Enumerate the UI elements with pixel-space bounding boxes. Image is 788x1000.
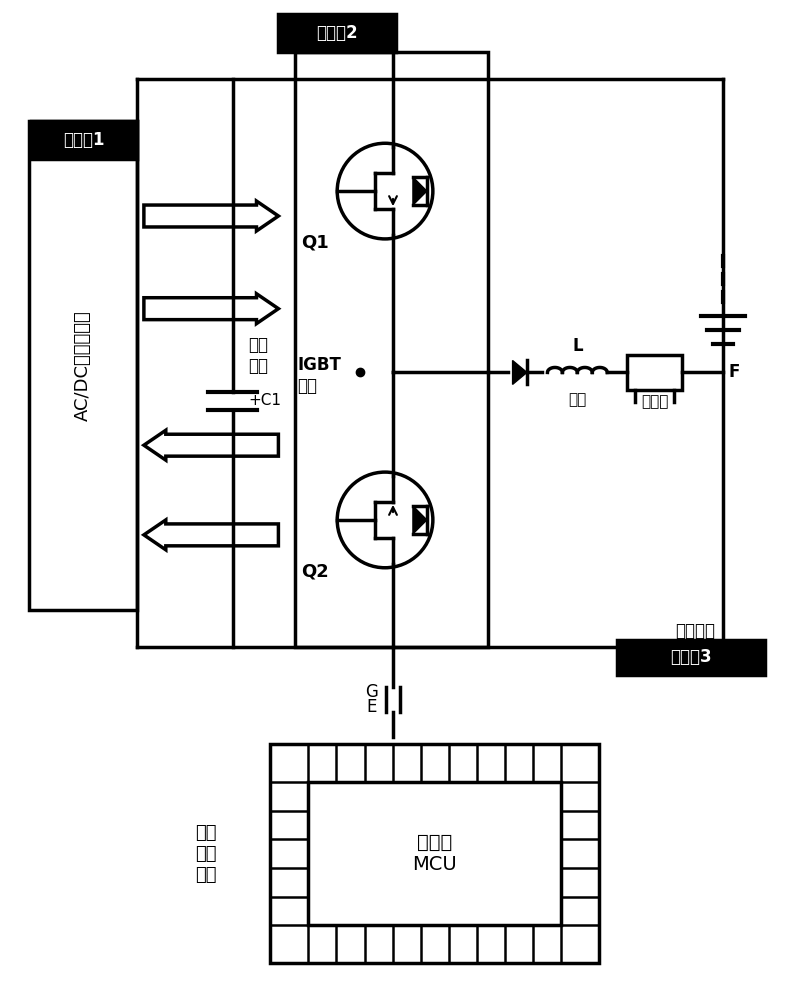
Polygon shape <box>413 506 427 534</box>
Text: 分流器: 分流器 <box>641 394 668 409</box>
Bar <box>270 744 599 963</box>
Bar <box>296 52 488 647</box>
Bar <box>29 121 137 610</box>
Bar <box>617 640 764 675</box>
Text: 测试点1: 测试点1 <box>63 131 105 149</box>
Text: E: E <box>366 698 376 716</box>
Text: 单片机
MCU: 单片机 MCU <box>412 833 457 874</box>
Polygon shape <box>512 360 527 384</box>
Polygon shape <box>144 430 278 460</box>
Text: 电感: 电感 <box>568 392 586 407</box>
Text: 测试点3: 测试点3 <box>670 648 712 666</box>
Text: Q2: Q2 <box>302 563 329 581</box>
Text: 电解
电容: 电解 电容 <box>248 336 269 375</box>
Text: 测试点2: 测试点2 <box>317 24 358 42</box>
Bar <box>32 121 137 159</box>
Text: L: L <box>572 337 582 355</box>
Bar <box>308 782 561 925</box>
Polygon shape <box>144 520 278 550</box>
Text: +C1: +C1 <box>248 393 281 408</box>
Bar <box>627 355 682 390</box>
Polygon shape <box>144 294 278 324</box>
Text: G: G <box>365 683 377 701</box>
Text: IGBT
模块: IGBT 模块 <box>297 356 341 395</box>
Text: 常规
工作
方式: 常规 工作 方式 <box>195 824 217 884</box>
Text: Q1: Q1 <box>302 234 329 252</box>
Polygon shape <box>144 201 278 231</box>
Text: AC/DC双向逆变器: AC/DC双向逆变器 <box>74 310 92 421</box>
Text: 电池负载: 电池负载 <box>675 622 715 640</box>
Polygon shape <box>413 177 427 205</box>
Bar <box>278 14 396 52</box>
Text: F: F <box>729 363 740 381</box>
